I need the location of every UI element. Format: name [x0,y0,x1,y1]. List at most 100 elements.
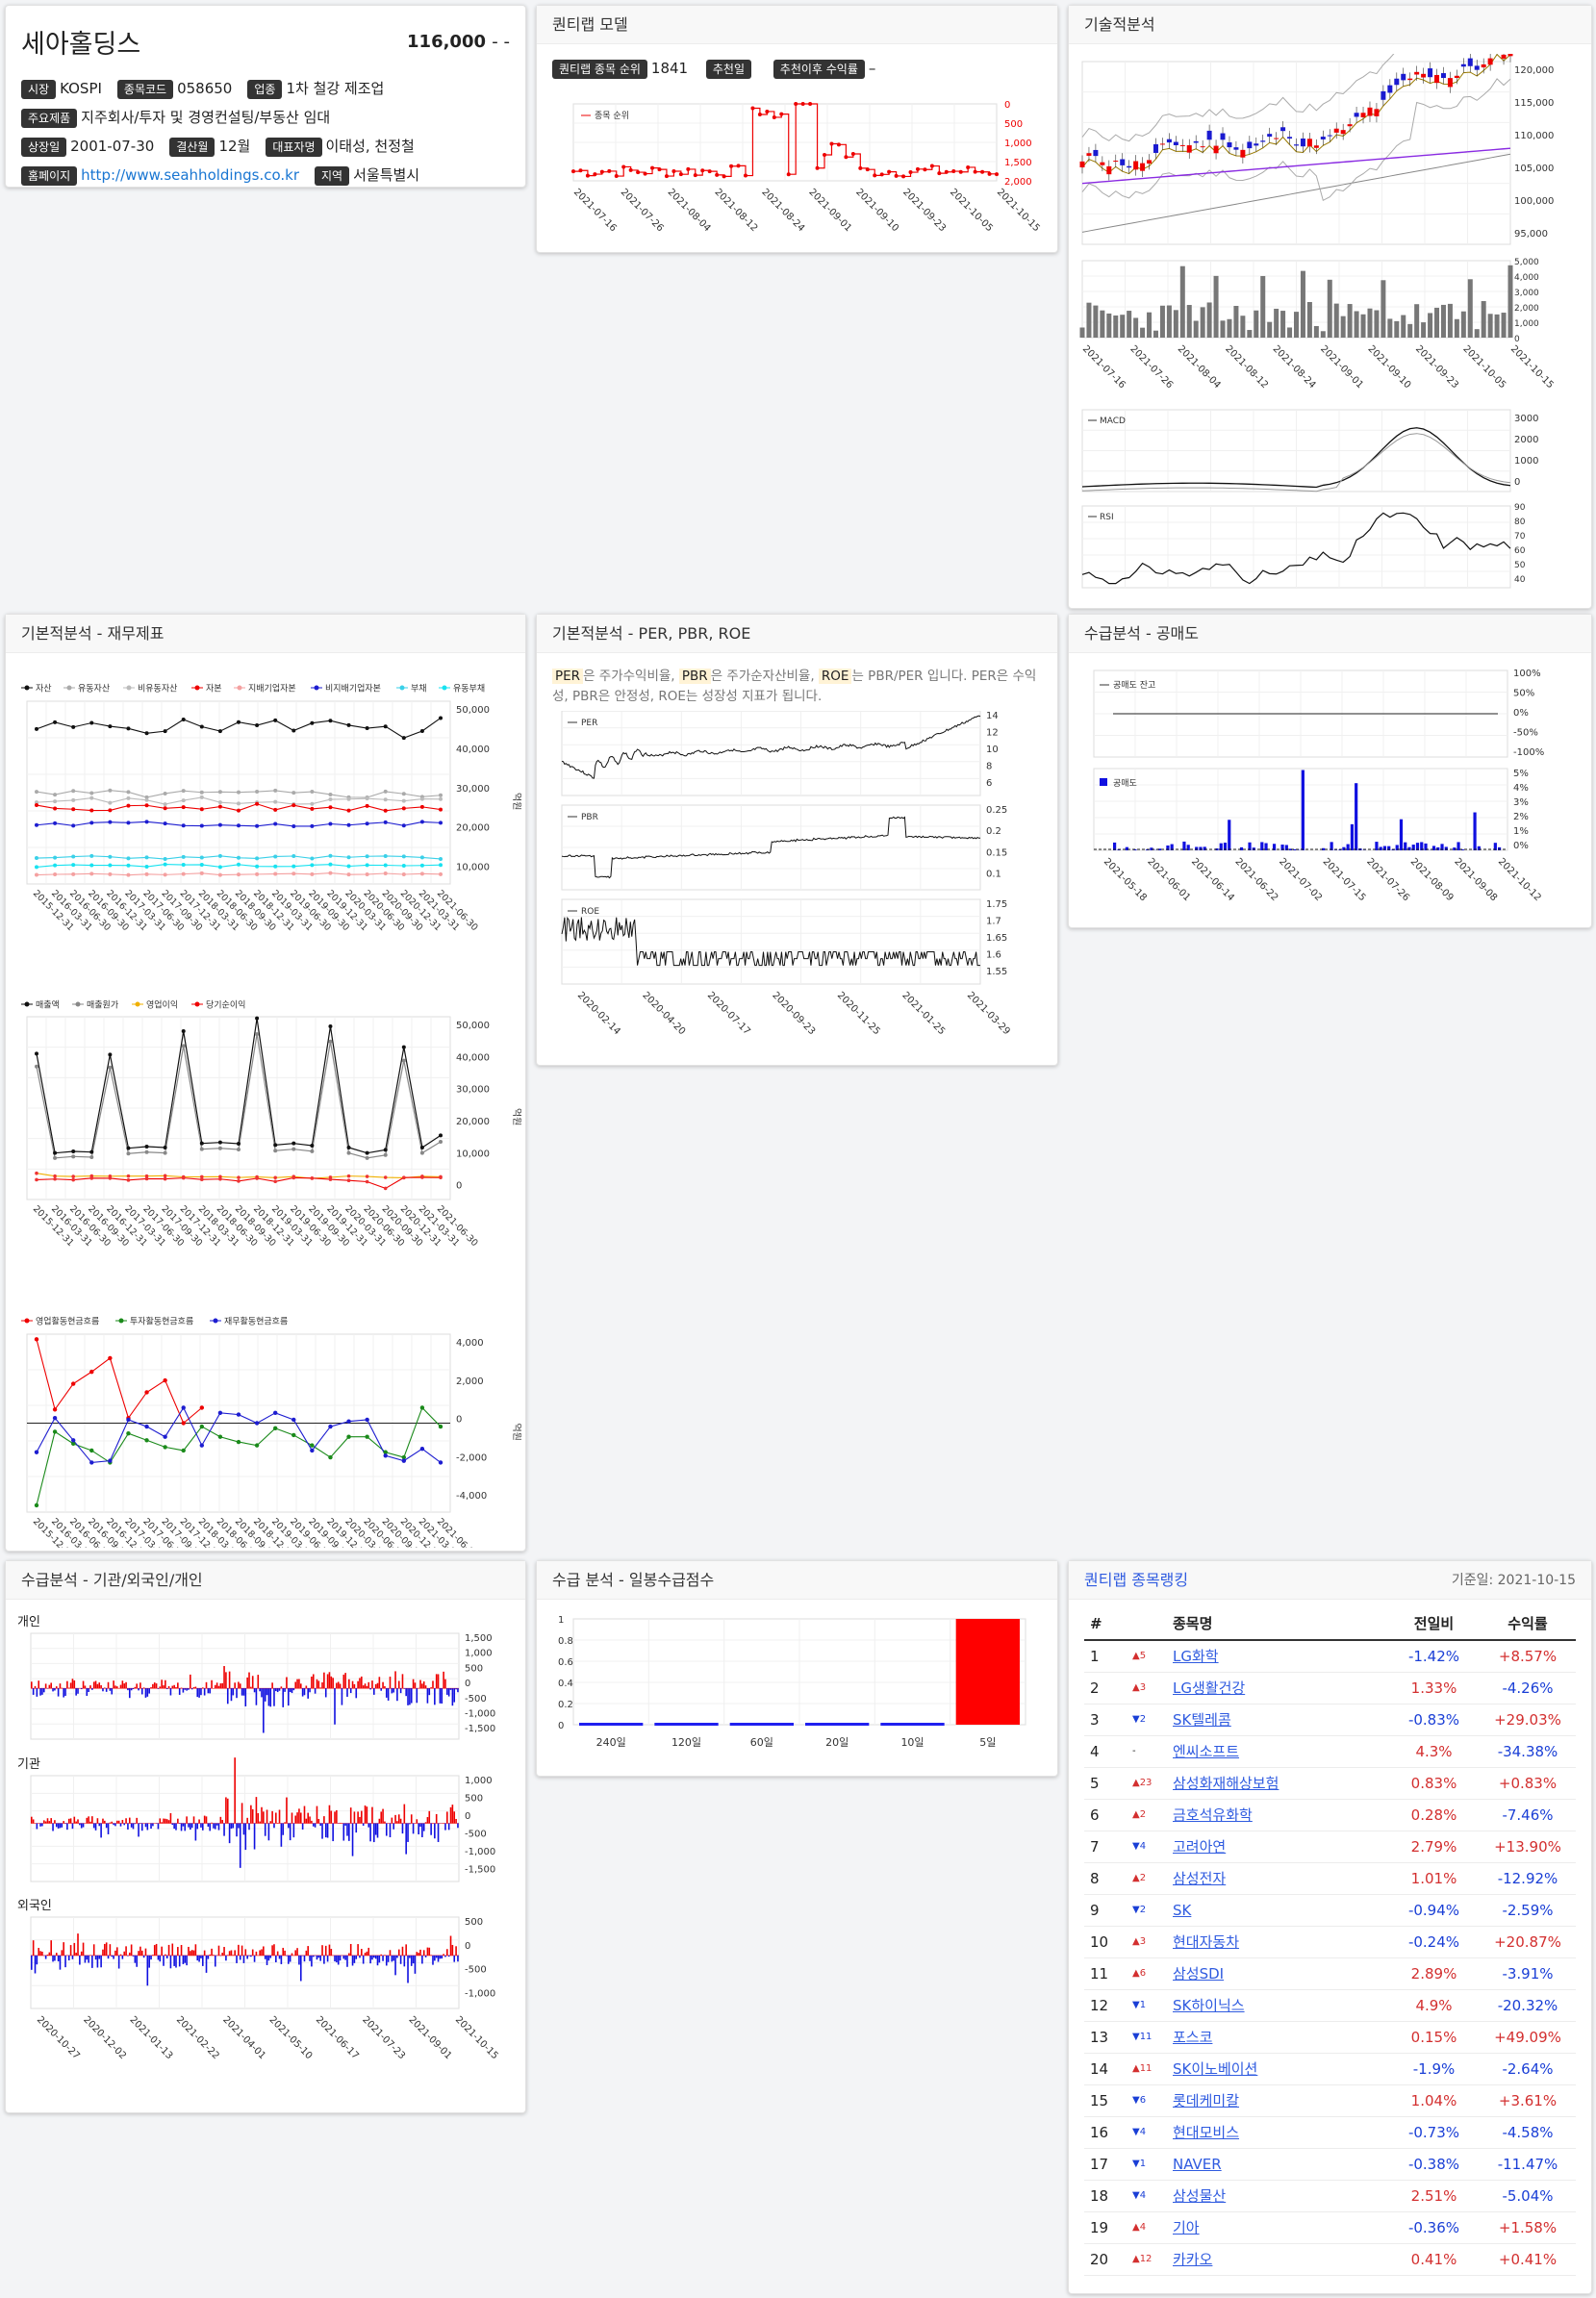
ranking-row[interactable]: 19 ▲4 기아 -0.36% +1.58% [1084,2211,1576,2244]
stock-link[interactable]: 삼성SDI [1173,1965,1225,1982]
stock-link[interactable]: 금호석유화학 [1173,1806,1253,1824]
stock-name[interactable]: 기아 [1167,2211,1388,2244]
stock-link[interactable]: SK텔레콤 [1173,1711,1231,1729]
flow-bar [435,1813,438,1824]
ranking-row[interactable]: 3 ▼2 SK텔레콤 -0.83% +29.03% [1084,1704,1576,1736]
stock-link[interactable]: LG생활건강 [1173,1679,1246,1697]
flow-bar [165,1954,166,1956]
ranking-row[interactable]: 12 ▼1 SK하이닉스 4.9% -20.32% [1084,1989,1576,2022]
rank-point [850,151,855,156]
flow-bar [213,1955,215,1956]
rank-point [765,109,770,114]
x-tick-label: 2021-10-12 [1496,856,1543,903]
ranking-row[interactable]: 10 ▲3 현대자동차 -0.24% +20.87% [1084,1926,1576,1958]
flow-bar [453,1688,456,1703]
y-tick-label: 70 [1514,532,1526,542]
data-point [237,872,241,877]
stock-name[interactable]: 엔씨소프트 [1167,1735,1388,1768]
stock-link[interactable]: SK이노베이션 [1173,2060,1258,2078]
stock-name[interactable]: 롯데케미칼 [1167,2084,1388,2117]
data-point [291,791,296,795]
stock-name[interactable]: 카카오 [1167,2243,1388,2276]
stock-name[interactable]: 고려아연 [1167,1831,1388,1863]
ranking-row[interactable]: 14 ▲11 SK이노베이션 -1.9% -2.64% [1084,2053,1576,2085]
data-point [272,1426,278,1431]
stock-name[interactable]: 포스코 [1167,2021,1388,2054]
flow-bar [36,1688,38,1697]
ranking-row[interactable]: 6 ▲2 금호석유화학 0.28% -7.46% [1084,1799,1576,1831]
stock-name[interactable]: 삼성화재해상보험 [1167,1767,1388,1800]
candle-body [1140,163,1146,171]
flow-bar [221,1682,223,1689]
stock-link[interactable]: 기아 [1173,2219,1200,2236]
volume-bar [1233,306,1239,338]
stock-link[interactable]: 삼성물산 [1173,2187,1227,2205]
ranking-row[interactable]: 4- 엔씨소프트 4.3% -34.38% [1084,1735,1576,1768]
candle-body [1300,139,1305,147]
data-point [272,1410,278,1416]
data-point [144,1390,149,1395]
ranking-row[interactable]: 11 ▲6 삼성SDI 2.89% -3.91% [1084,1957,1576,1990]
stock-name[interactable]: 금호석유화학 [1167,1799,1388,1831]
stock-link[interactable]: NAVER [1173,2155,1222,2173]
stock-name[interactable]: NAVER [1167,2148,1388,2181]
data-point [71,724,76,729]
ranking-row[interactable]: 1 ▲5 LG화학 -1.42% +8.57% [1084,1640,1576,1673]
short-bar [1322,847,1326,850]
ranking-row[interactable]: 5 ▲23 삼성화재해상보험 0.83% +0.83% [1084,1767,1576,1800]
macd-label: MACD [1100,417,1126,426]
stock-name[interactable]: SK하이닉스 [1167,1989,1388,2022]
rank-number: 12 [1084,1989,1127,2022]
ranking-row[interactable]: 9 ▼2 SK -0.94% -2.59% [1084,1894,1576,1927]
stock-link[interactable]: 현대모비스 [1173,2124,1240,2141]
stock-link[interactable]: SK [1173,1901,1192,1919]
stock-link[interactable]: 롯데케미칼 [1173,2092,1240,2109]
stock-name[interactable]: 삼성SDI [1167,1957,1388,1990]
stock-name[interactable]: 현대모비스 [1167,2116,1388,2149]
stock-name[interactable]: LG생활건강 [1167,1672,1388,1705]
ranking-row[interactable]: 2 ▲3 LG생활건강 1.33% -4.26% [1084,1672,1576,1705]
flow-bar [317,1955,320,1958]
y-tick-label: 10,000 [456,1149,490,1159]
stock-link[interactable]: 삼성전자 [1173,1870,1227,1887]
ranking-row[interactable]: 17 ▼1 NAVER -0.38% -11.47% [1084,2148,1576,2181]
ranking-row[interactable]: 8 ▲2 삼성전자 1.01% -12.92% [1084,1862,1576,1895]
flow-bar [180,1944,183,1956]
stock-name[interactable]: 삼성물산 [1167,2180,1388,2212]
flow-bar [362,1685,365,1689]
ranking-row[interactable]: 15 ▼6 롯데케미칼 1.04% +3.61% [1084,2084,1576,2117]
stock-name[interactable]: 삼성전자 [1167,1862,1388,1895]
y-tick-label: 30,000 [456,1085,490,1096]
ranking-row[interactable]: 18 ▼4 삼성물산 2.51% -5.04% [1084,2180,1576,2212]
stock-name[interactable]: LG화학 [1167,1640,1388,1673]
stock-link[interactable]: SK하이닉스 [1173,1997,1245,2014]
flow-bar [226,1955,229,1956]
ranking-row[interactable]: 16 ▼4 현대모비스 -0.73% -4.58% [1084,2116,1576,2149]
ranking-row[interactable]: 20 ▲12 카카오 0.41% +0.41% [1084,2243,1576,2276]
stock-link[interactable]: 포스코 [1173,2029,1213,2046]
ranking-row[interactable]: 7 ▼4 고려아연 2.79% +13.90% [1084,1831,1576,1863]
flow-bar [280,1823,283,1847]
stock-link[interactable]: 고려아연 [1173,1838,1227,1856]
stock-link[interactable]: 삼성화재해상보험 [1173,1775,1279,1792]
stock-link[interactable]: 카카오 [1173,2251,1213,2268]
stock-link[interactable]: LG화학 [1173,1648,1219,1666]
day-change: -1.9% [1388,2053,1480,2085]
stock-name[interactable]: 현대자동차 [1167,1926,1388,1958]
candle-body [1394,78,1400,86]
flow-bar [367,1823,370,1828]
ranking-row[interactable]: 13 ▼11 포스코 0.15% +49.09% [1084,2021,1576,2054]
legend-label: 종목 순위 [595,111,629,121]
stock-link[interactable]: 현대자동차 [1173,1933,1240,1951]
data-point [108,808,113,813]
stock-name[interactable]: SK [1167,1894,1388,1927]
homepage-link[interactable]: http://www.seahholdings.co.kr [81,166,299,184]
stock-name[interactable]: SK텔레콤 [1167,1704,1388,1736]
stock-link[interactable]: 엔씨소프트 [1173,1743,1240,1760]
data-point [35,1177,38,1182]
day-change: -0.36% [1388,2211,1480,2244]
stock-name[interactable]: SK이노베이션 [1167,2053,1388,2085]
short-title: 수급분석 - 공매도 [1084,624,1199,643]
flow-bar [228,1951,231,1956]
rank-number-text: 11 [1090,1964,1109,1982]
